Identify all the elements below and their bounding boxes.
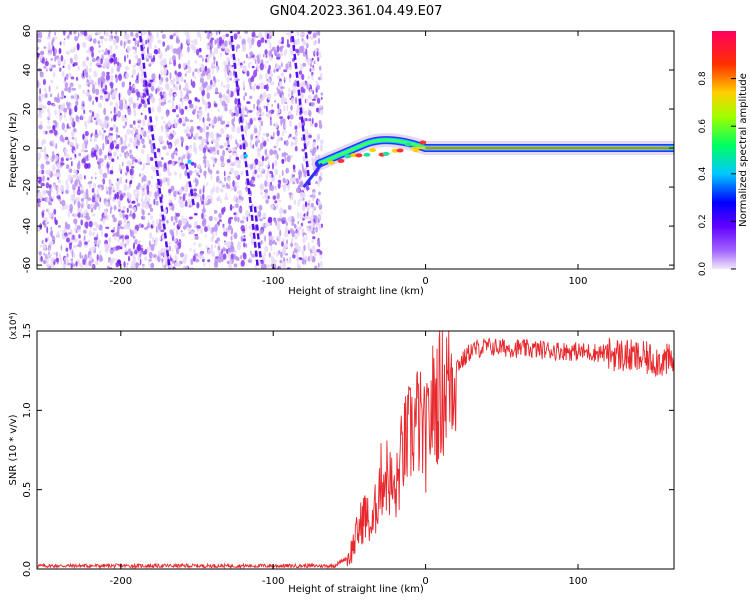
heatmap-ytick-label: -20 (22, 179, 33, 195)
snr-xtick-label: -100 (262, 576, 285, 587)
snr-ytick-label: 1.5 (22, 323, 33, 339)
heatmap-ylabel: Frequency (Hz) (8, 112, 19, 188)
colorbar-tick-label: 0.8 (698, 71, 708, 86)
snr-ylabel: SNR (10 * v/v) (8, 414, 19, 485)
noise-streak (185, 163, 196, 207)
heatmap-xtick-label: 100 (568, 276, 587, 287)
noise-streak (253, 206, 263, 262)
snr-xlabel: Height of straight line (km) (288, 584, 424, 595)
colorbar-label: Normalized spectral amplitude (738, 73, 749, 227)
snr-series-line (37, 331, 674, 569)
colorbar-gradient (712, 31, 736, 269)
noise-streak (138, 31, 171, 269)
colorbar: 0.0 0.2 0.4 0.6 0.8 Normalized spectral ampl… (698, 31, 749, 276)
heatmap-ytick-label: -60 (22, 257, 33, 273)
colorbar-tick-label: 0.4 (698, 166, 708, 181)
snr-ytick-label: 1.0 (22, 402, 33, 418)
noise-streak (229, 31, 260, 269)
snr-xtick-label: 0 (422, 576, 428, 587)
heatmap-ytick-label: 0 (22, 145, 33, 151)
heatmap-xtick-label: -200 (109, 276, 132, 287)
noise-blip (187, 159, 192, 164)
heatmap-frame (36, 30, 675, 270)
heatmap-xlabel: Height of straight line (km) (288, 286, 424, 297)
figure-title: GN04.2023.361.04.49.E07 (270, 4, 443, 19)
snr-axes: -200 -100 0 100 0.0 0.5 1.0 1.5 (22, 323, 674, 587)
heatmap-ytick-label: 20 (22, 103, 33, 116)
colorbar-ticks: 0.0 0.2 0.4 0.6 0.8 (698, 71, 736, 276)
snr-panel: -200 -100 0 100 0.0 0.5 1.0 1.5 Height of strai… (8, 312, 675, 595)
snr-content (37, 331, 674, 569)
colorbar-tick-label: 0.2 (698, 214, 708, 228)
snr-xtick-label: 100 (568, 576, 587, 587)
colorbar-tick-label: 0.6 (698, 119, 708, 134)
snr-ytick-label: 0.5 (22, 482, 33, 498)
snr-frame (36, 330, 675, 570)
heatmap-xtick-label: 0 (422, 276, 428, 287)
heatmap-ytick-label: 40 (22, 64, 33, 77)
colorbar-tick-label: 0.0 (698, 262, 708, 277)
signal-trace (302, 133, 674, 188)
heatmap-ytick-label: -40 (22, 218, 33, 234)
heatmap-content (37, 31, 674, 269)
snr-ytick-label: 0.0 (22, 561, 33, 577)
snr-multiplier: (x10⁴) (9, 312, 19, 339)
heatmap-ytick-label: 60 (22, 25, 33, 38)
noise-speckle (37, 31, 324, 269)
heatmap-xtick-label: -100 (262, 276, 285, 287)
noise-blip (243, 153, 248, 158)
snr-xtick-label: -200 (109, 576, 132, 587)
